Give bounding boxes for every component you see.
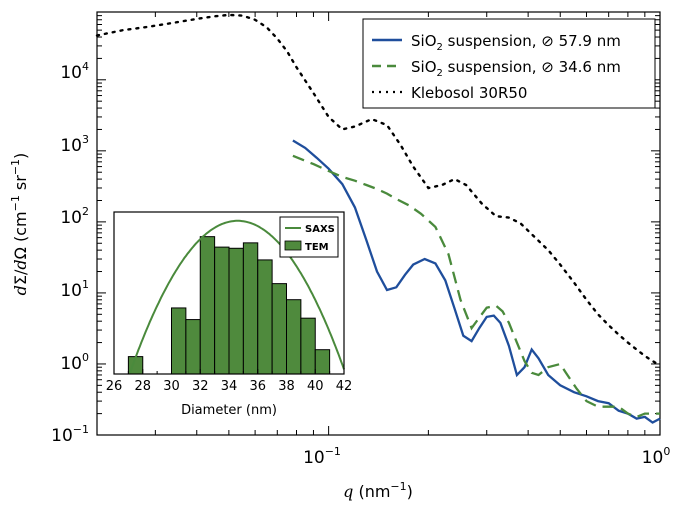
inset-x-tick-label: 26 bbox=[106, 379, 123, 394]
legend-label-sio2-34: SiO2 suspension, ⊘ 34.6 nm bbox=[411, 58, 621, 79]
y-tick-label: 10−1 bbox=[51, 423, 89, 446]
histogram-bar bbox=[286, 299, 302, 375]
main-legend: SiO2 suspension, ⊘ 57.9 nm SiO2 suspensi… bbox=[362, 18, 656, 109]
main-plot-frame bbox=[96, 11, 661, 436]
y-tick-labels: 10−1 100 101 102 103 104 bbox=[51, 60, 89, 446]
legend-box bbox=[362, 18, 656, 109]
inset-x-tick-label: 30 bbox=[163, 379, 180, 394]
histogram-bar bbox=[314, 349, 331, 375]
legend-label-sio2-57: SiO2 suspension, ⊘ 57.9 nm bbox=[411, 32, 621, 53]
inset-x-tick-label: 38 bbox=[278, 379, 295, 394]
y-tick-label: 104 bbox=[60, 60, 89, 83]
inset-legend-label-tem: TEM bbox=[305, 242, 329, 253]
inset-legend-swatch-tem bbox=[284, 240, 302, 251]
x-tick-label: 100 bbox=[642, 445, 671, 468]
histogram-bar bbox=[199, 236, 216, 375]
inset-legend: SAXS TEM bbox=[279, 216, 339, 258]
series-line-3 bbox=[95, 13, 662, 367]
x-tick-label: 10−1 bbox=[303, 445, 341, 468]
x-tick-labels: 10−1 100 bbox=[303, 445, 670, 468]
inset-x-tick-label: 32 bbox=[192, 379, 209, 394]
histogram-bar bbox=[300, 317, 316, 375]
y-axis-title: dΣ/dΩ (cm−1 sr−1) bbox=[9, 153, 30, 296]
histogram-bar bbox=[257, 259, 273, 375]
inset-x-tick-label: 36 bbox=[249, 379, 266, 394]
series-line-2 bbox=[292, 154, 660, 419]
histogram-bar bbox=[242, 242, 259, 375]
legend-label-klebosol: Klebosol 30R50 bbox=[411, 84, 527, 102]
x-axis-title: q (nm−1) bbox=[343, 480, 413, 501]
histogram-bar bbox=[171, 307, 187, 375]
y-tick-label: 103 bbox=[60, 133, 89, 156]
y-tick-label: 102 bbox=[60, 205, 89, 228]
main-series-group bbox=[95, 13, 662, 424]
inset-histogram: 26 28 30 32 34 36 38 40 42 Diameter (nm) SAXS TE… bbox=[106, 211, 353, 418]
inset-legend-label-saxs: SAXS bbox=[305, 224, 335, 235]
histogram-bar bbox=[271, 283, 287, 375]
inset-ticks: 26 28 30 32 34 36 38 40 42 bbox=[106, 369, 353, 394]
series-line-1 bbox=[292, 139, 661, 424]
histogram-bar bbox=[228, 247, 244, 375]
histogram-bar bbox=[185, 319, 201, 375]
inset-x-axis-title: Diameter (nm) bbox=[181, 403, 277, 418]
histogram-bar bbox=[214, 246, 230, 375]
saxs-curve bbox=[128, 219, 345, 374]
main-axis-ticks bbox=[96, 11, 661, 436]
inset-x-tick-label: 28 bbox=[134, 379, 151, 394]
inset-x-tick-label: 40 bbox=[307, 379, 324, 394]
inset-x-tick-label: 34 bbox=[221, 379, 238, 394]
y-tick-label: 101 bbox=[60, 278, 89, 301]
y-tick-label: 100 bbox=[60, 351, 89, 374]
inset-x-tick-label: 42 bbox=[336, 379, 353, 394]
inset-saxs-curve-group bbox=[128, 219, 345, 374]
